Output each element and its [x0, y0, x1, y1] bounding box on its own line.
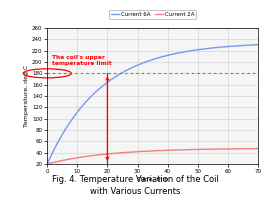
Line: Current 2A: Current 2A	[47, 149, 258, 164]
Current 2A	[46, 163, 49, 165]
Current 2A	[146, 150, 149, 152]
Current 2A	[160, 149, 163, 152]
Current 2A	[218, 148, 221, 150]
Current 6A	[218, 46, 221, 48]
Current 6A	[171, 53, 174, 55]
Current 2A	[251, 147, 254, 150]
X-axis label: Time, min: Time, min	[137, 177, 168, 182]
Current 6A	[251, 44, 254, 46]
Current 6A	[160, 56, 163, 58]
Current 6A	[147, 60, 150, 62]
Current 6A	[46, 163, 49, 165]
Y-axis label: Temperature, deg C: Temperature, deg C	[24, 65, 29, 127]
Current 2A	[147, 150, 150, 152]
Current 6A	[146, 60, 149, 63]
Current 2A	[256, 147, 259, 150]
Current 2A	[171, 149, 174, 151]
Text: Fig. 4. Temperature Variation of the Coil
with Various Currents: Fig. 4. Temperature Variation of the Coi…	[52, 175, 218, 196]
Current 6A	[256, 43, 259, 46]
Line: Current 6A: Current 6A	[47, 45, 258, 164]
Text: The coil's upper
temperature limit: The coil's upper temperature limit	[52, 55, 112, 66]
Legend: Current 6A, Current 2A: Current 6A, Current 2A	[109, 10, 196, 19]
